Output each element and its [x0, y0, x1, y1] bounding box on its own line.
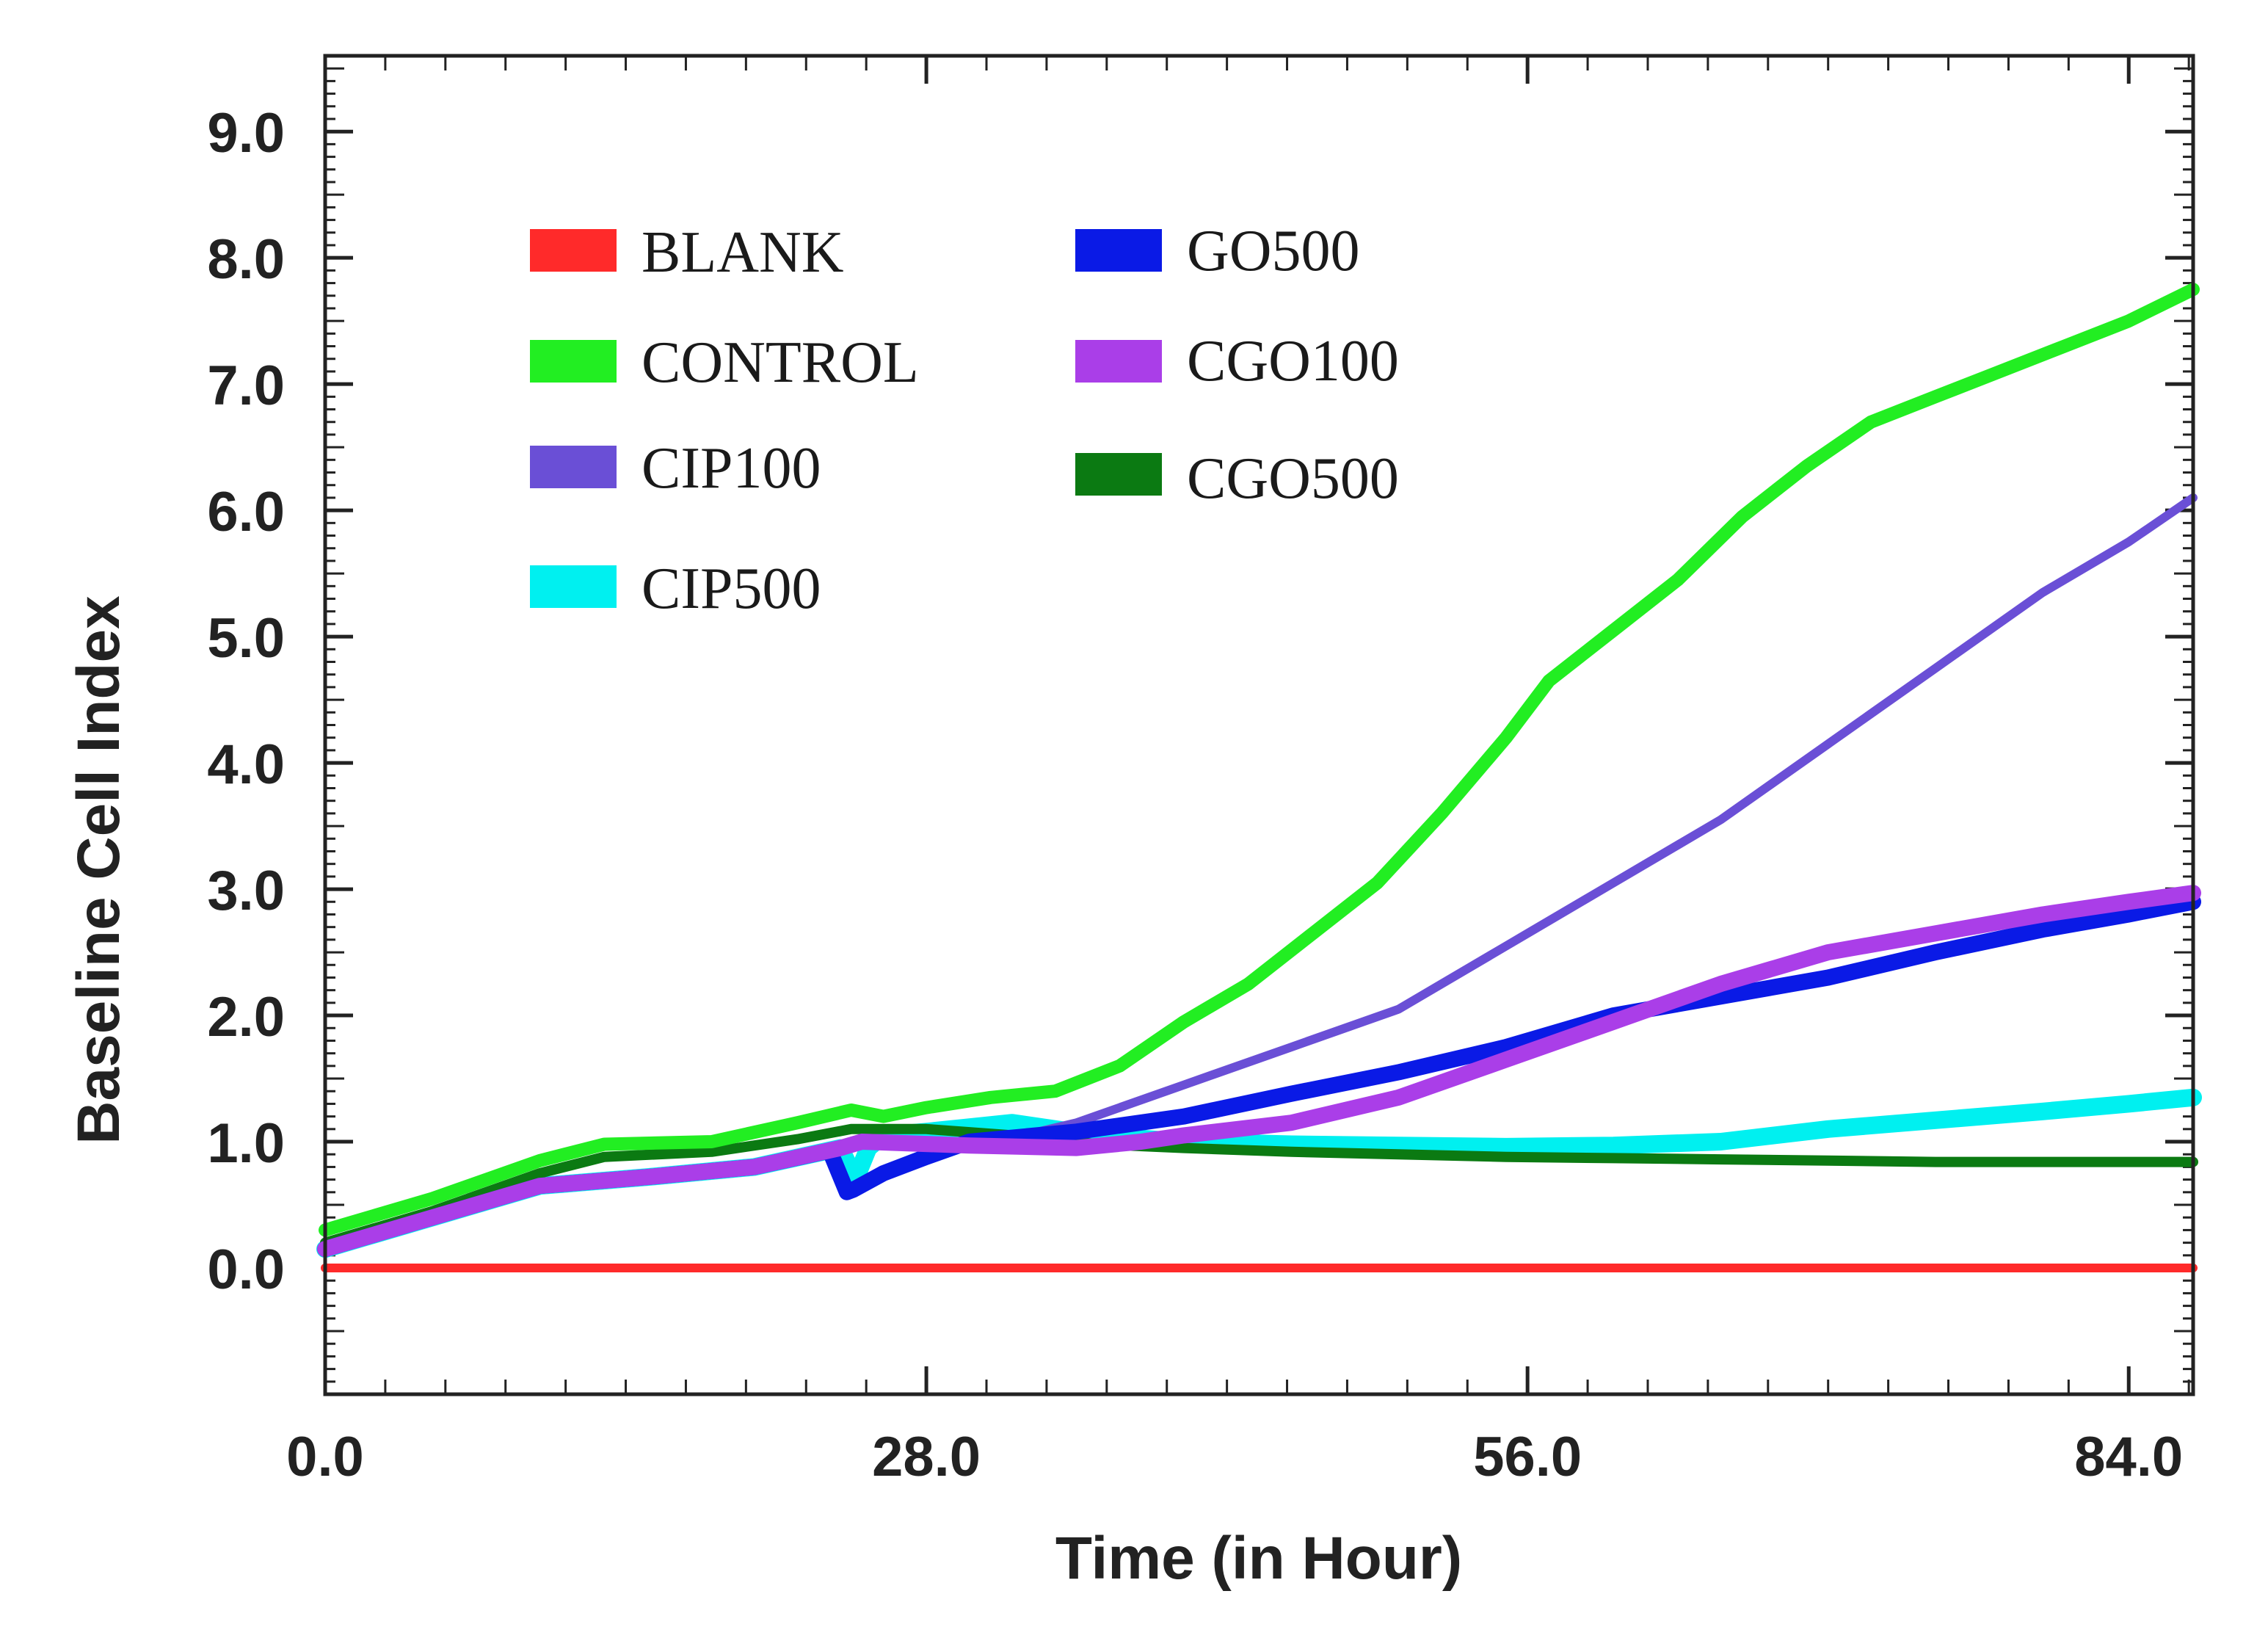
- legend-label-blank: BLANK: [641, 220, 844, 285]
- y-tick-label: 1.0: [207, 1112, 285, 1175]
- y-tick-label: 3.0: [207, 860, 285, 922]
- legend-swatch-blank: [530, 229, 617, 272]
- legend-swatch-cgo100: [1075, 340, 1162, 383]
- legend-swatch-go500: [1075, 229, 1162, 272]
- y-tick-label: 8.0: [207, 228, 285, 291]
- y-tick-label: 4.0: [207, 733, 285, 796]
- legend-label-cip100: CIP100: [641, 436, 821, 501]
- legend-swatch-control: [530, 340, 617, 383]
- legend-swatch-cip500: [530, 565, 617, 608]
- legend-label-cgo100: CGO100: [1187, 329, 1399, 394]
- series-line-go500: [317, 894, 2201, 1258]
- y-axis-title: Baseline Cell Index: [65, 595, 132, 1144]
- plot-frame: [323, 54, 2195, 1396]
- y-tick-label: 0.0: [207, 1239, 285, 1301]
- x-tick-label: 84.0: [2074, 1426, 2183, 1488]
- x-tick-label: 56.0: [1473, 1426, 1582, 1488]
- legend-label-cgo500: CGO500: [1187, 446, 1399, 511]
- x-axis-title: Time (in Hour): [1055, 1525, 1462, 1592]
- legend: BLANK CONTROL CIP100 CIP500 GO500 CGO100 CGO50…: [530, 219, 1399, 621]
- y-tick-label: 2.0: [207, 986, 285, 1048]
- legend-swatch-cip100: [530, 446, 617, 488]
- series-line-cgo100: [317, 885, 2201, 1258]
- y-tick-label: 9.0: [207, 102, 285, 164]
- y-tick-label: 7.0: [207, 355, 285, 417]
- series-line-control: [319, 283, 2200, 1237]
- legend-swatch-cgo500: [1075, 453, 1162, 496]
- y-tick-label: 6.0: [207, 481, 285, 543]
- legend-label-go500: GO500: [1187, 219, 1360, 283]
- data-series: [316, 283, 2202, 1272]
- x-tick-label: 28.0: [872, 1426, 981, 1488]
- y-tick-label: 5.0: [207, 607, 285, 670]
- tick-labels: 0.0 1.0 2.0 3.0 4.0 5.0 6.0 7.0 8.0 9.0 0.0 28.0 56.…: [207, 102, 2183, 1488]
- legend-label-control: CONTROL: [641, 330, 919, 395]
- x-tick-label: 0.0: [286, 1426, 364, 1488]
- legend-label-cip500: CIP500: [641, 557, 821, 621]
